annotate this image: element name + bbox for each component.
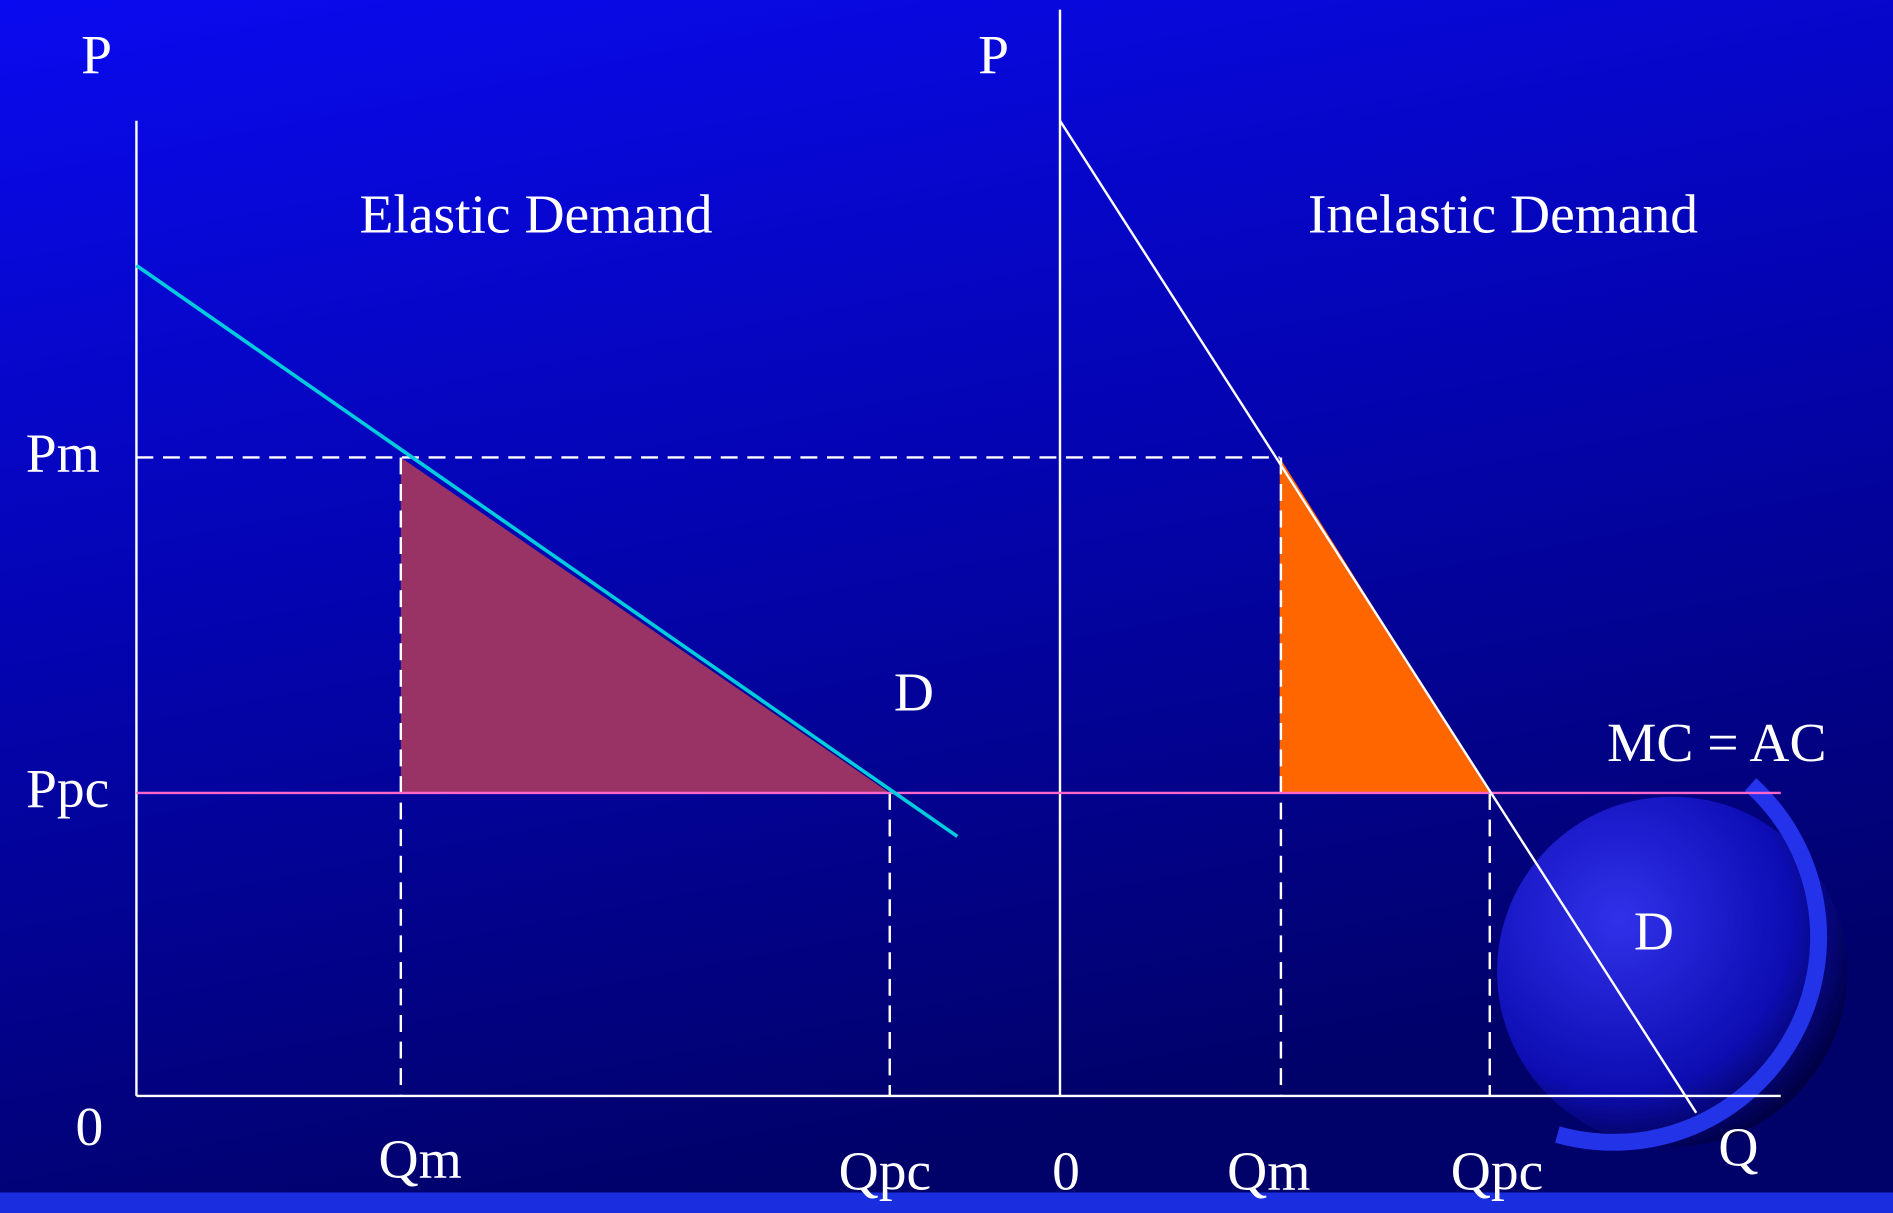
quantity-label: Qm [1227,1142,1310,1203]
quantity-label: Qpc [839,1142,932,1203]
panel-title: Inelastic Demand [1308,184,1698,245]
quantity-label: Qpc [1451,1142,1544,1203]
page: P P Elastic Demand Inelastic Demand Pm P… [0,0,1893,1213]
axis-label: Q [1718,1117,1758,1178]
axis-label: P [978,25,1009,86]
bottom-strip [0,1192,1893,1213]
price-label: Pm [26,423,100,484]
slide: P P Elastic Demand Inelastic Demand Pm P… [0,0,1893,1213]
origin-label: 0 [1052,1142,1080,1203]
axis-label: P [81,25,112,86]
price-label: Ppc [26,759,109,820]
origin-label: 0 [75,1097,103,1158]
quantity-label: Qm [378,1129,461,1190]
cost-label: MC = AC [1607,713,1827,774]
curve-label: D [1634,901,1674,962]
panel-title: Elastic Demand [359,184,712,245]
curve-label: D [894,662,934,723]
